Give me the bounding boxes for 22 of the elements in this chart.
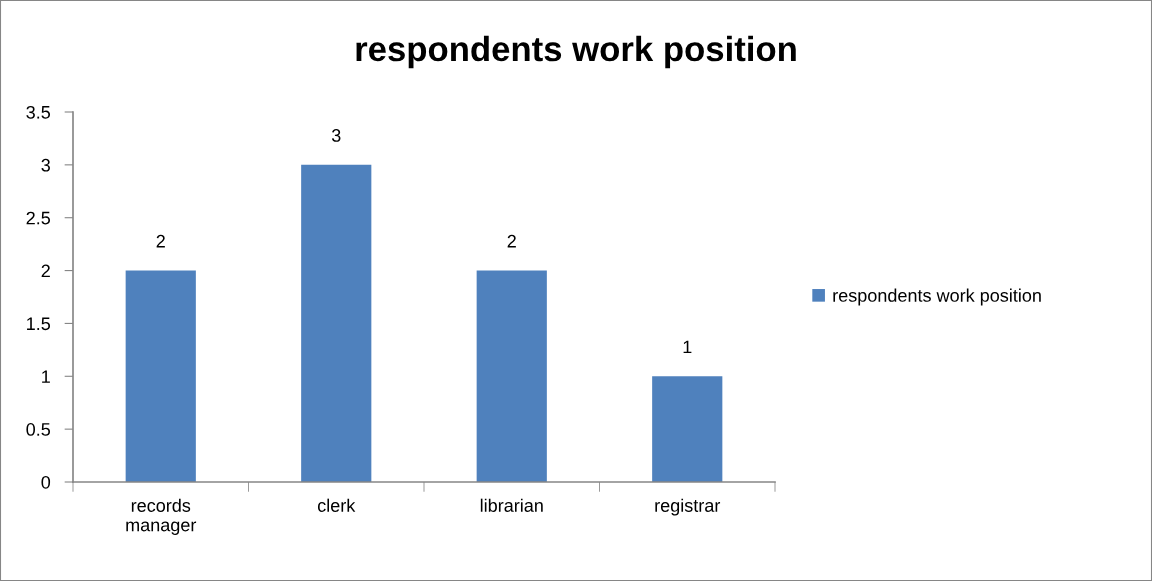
legend-label: respondents work position bbox=[833, 288, 1041, 306]
y-tick-label: 2 bbox=[41, 264, 50, 278]
x-tick-label: clerk bbox=[317, 498, 356, 512]
data-label: 2 bbox=[156, 234, 165, 248]
y-tick-label: 3 bbox=[41, 158, 50, 172]
y-tick-label: 1 bbox=[42, 370, 50, 383]
bar bbox=[125, 270, 196, 482]
data-label: 2 bbox=[507, 234, 516, 248]
y-tick-label: 0.5 bbox=[26, 423, 51, 436]
bar bbox=[301, 164, 372, 482]
data-label: 1 bbox=[683, 340, 692, 354]
data-label: 3 bbox=[331, 129, 341, 142]
y-tick-label: 0 bbox=[41, 475, 51, 489]
bar bbox=[476, 270, 547, 482]
y-tick-label: 1.5 bbox=[27, 317, 51, 331]
x-tick-label: librarian bbox=[480, 498, 543, 512]
chart-title: respondents work position bbox=[356, 35, 796, 69]
y-tick-label: 2.5 bbox=[26, 211, 51, 225]
x-tick-label: records manager bbox=[126, 498, 197, 535]
y-tick-label: 3.5 bbox=[26, 105, 51, 119]
x-tick-label: registrar bbox=[655, 498, 721, 516]
bar bbox=[652, 376, 723, 482]
